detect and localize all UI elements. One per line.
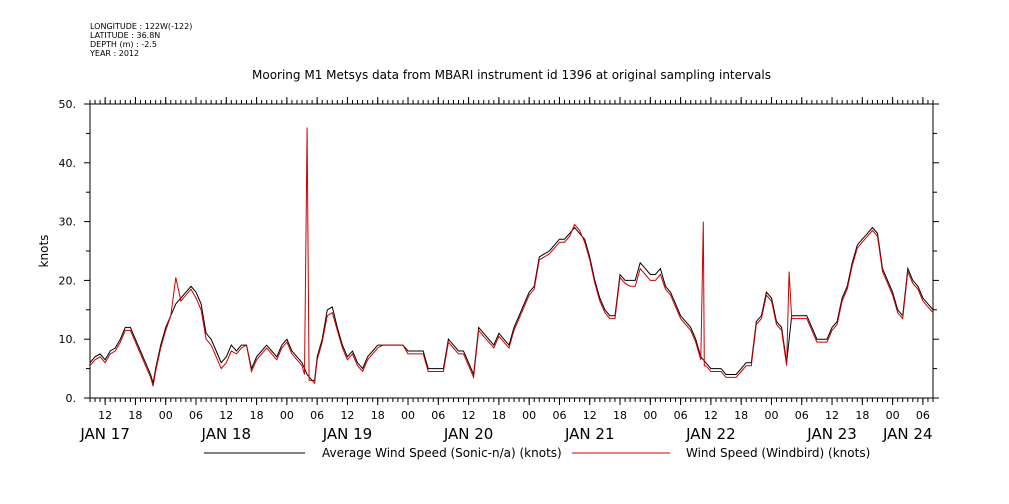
x-day-label: JAN 19 (322, 425, 373, 443)
x-hour-label: 12 (583, 409, 597, 422)
series-windbird-line (89, 127, 934, 387)
x-hour-label: 18 (734, 409, 748, 422)
y-axis-label: knots (37, 235, 51, 268)
chart-title: Mooring M1 Metsys data from MBARI instru… (252, 68, 771, 82)
x-hour-label: 18 (371, 409, 385, 422)
y-tick-label: 40. (59, 157, 77, 170)
x-hour-label: 00 (522, 409, 536, 422)
y-tick-label: 0. (66, 392, 77, 405)
x-hour-label: 00 (643, 409, 657, 422)
x-hour-label: 18 (613, 409, 627, 422)
y-tick-label: 30. (59, 216, 77, 229)
x-hour-label: 06 (431, 409, 445, 422)
y-tick-label: 20. (59, 274, 77, 287)
x-hour-label: 00 (401, 409, 415, 422)
x-day-label: JAN 20 (443, 425, 494, 443)
x-hour-label: 18 (128, 409, 142, 422)
x-hour-label: 00 (280, 409, 294, 422)
x-hour-label: 12 (825, 409, 839, 422)
plot-frame (89, 103, 934, 399)
header-year: YEAR : 2012 (90, 49, 140, 58)
x-hour-label: 12 (98, 409, 112, 422)
header-longitude: LONGITUDE : 122W(-122) (90, 22, 193, 31)
y-tick-label: 10. (59, 333, 77, 346)
x-hour-label: 18 (855, 409, 869, 422)
x-day-label: JAN 24 (882, 425, 933, 443)
x-hour-label: 06 (552, 409, 566, 422)
x-hour-label: 18 (250, 409, 264, 422)
legend-label-average: Average Wind Speed (Sonic-n/a) (knots) (322, 446, 562, 460)
x-hour-label: 18 (492, 409, 506, 422)
x-day-label: JAN 21 (564, 425, 615, 443)
x-hour-label: 06 (916, 409, 930, 422)
series-average-wind-line (89, 226, 934, 384)
header-latitude: LATITUDE : 36.8N (90, 31, 161, 40)
x-day-label: JAN 23 (806, 425, 857, 443)
x-hour-label: 00 (886, 409, 900, 422)
x-hour-label: 12 (219, 409, 233, 422)
legend-label-windbird: Wind Speed (Windbird) (knots) (686, 446, 871, 460)
x-hour-label: 00 (159, 409, 173, 422)
x-hour-label: 06 (310, 409, 324, 422)
x-hour-label: 12 (462, 409, 476, 422)
x-hour-label: 06 (674, 409, 688, 422)
x-hour-label: 00 (764, 409, 778, 422)
x-hour-label: 12 (340, 409, 354, 422)
x-day-label: JAN 17 (79, 425, 130, 443)
header-depth: DEPTH (m) : -2.5 (90, 40, 157, 49)
x-hour-label: 06 (189, 409, 203, 422)
x-day-label: JAN 22 (685, 425, 736, 443)
x-hour-label: 12 (704, 409, 718, 422)
x-day-label: JAN 18 (201, 425, 252, 443)
x-hour-label: 06 (795, 409, 809, 422)
y-tick-label: 50. (59, 98, 77, 111)
